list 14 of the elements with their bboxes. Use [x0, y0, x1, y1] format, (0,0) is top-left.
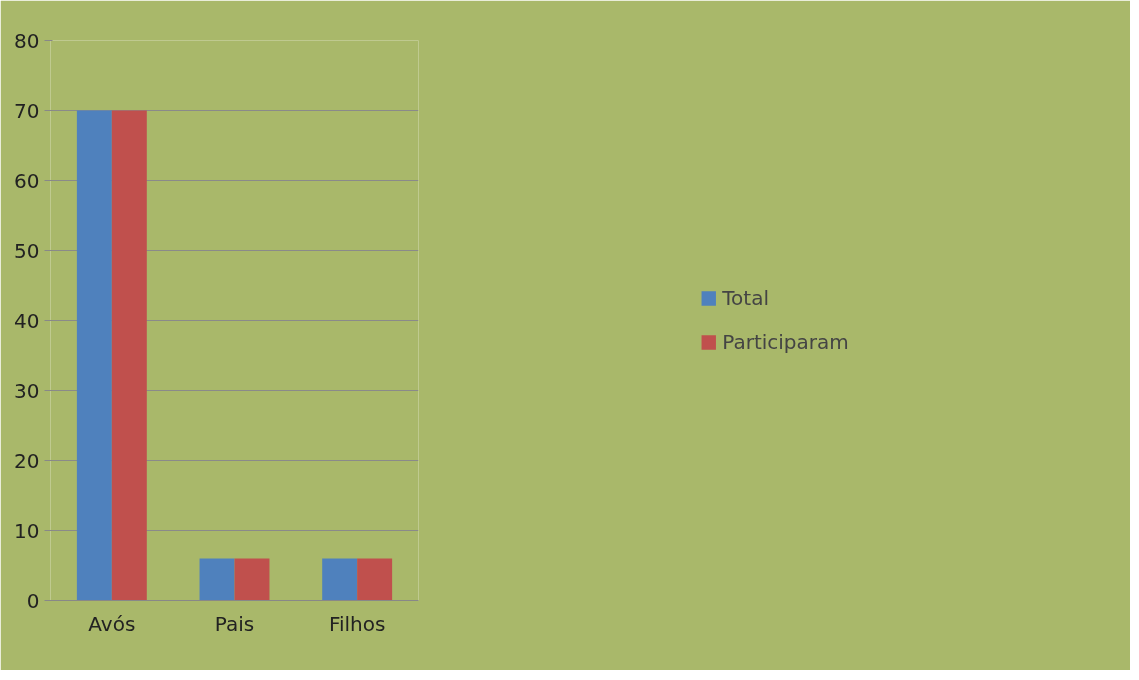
- x-tick-label: Filhos: [328, 611, 386, 636]
- x-tick-label: Avós: [88, 611, 136, 636]
- y-tick-label: 40: [14, 308, 40, 333]
- x-tick-label: Pais: [214, 611, 255, 636]
- y-tick-label: 70: [14, 98, 40, 123]
- y-tick-label: 0: [26, 588, 40, 613]
- y-tick-label: 30: [14, 378, 40, 403]
- y-tick-label: 10: [14, 518, 40, 543]
- y-tick-label: 60: [14, 168, 40, 193]
- legend-label: Participaram: [722, 330, 849, 354]
- y-tick-label: 20: [14, 448, 40, 473]
- legend-label: Total: [722, 286, 769, 310]
- y-tick-label: 80: [14, 28, 40, 53]
- y-tick-label: 50: [14, 238, 40, 263]
